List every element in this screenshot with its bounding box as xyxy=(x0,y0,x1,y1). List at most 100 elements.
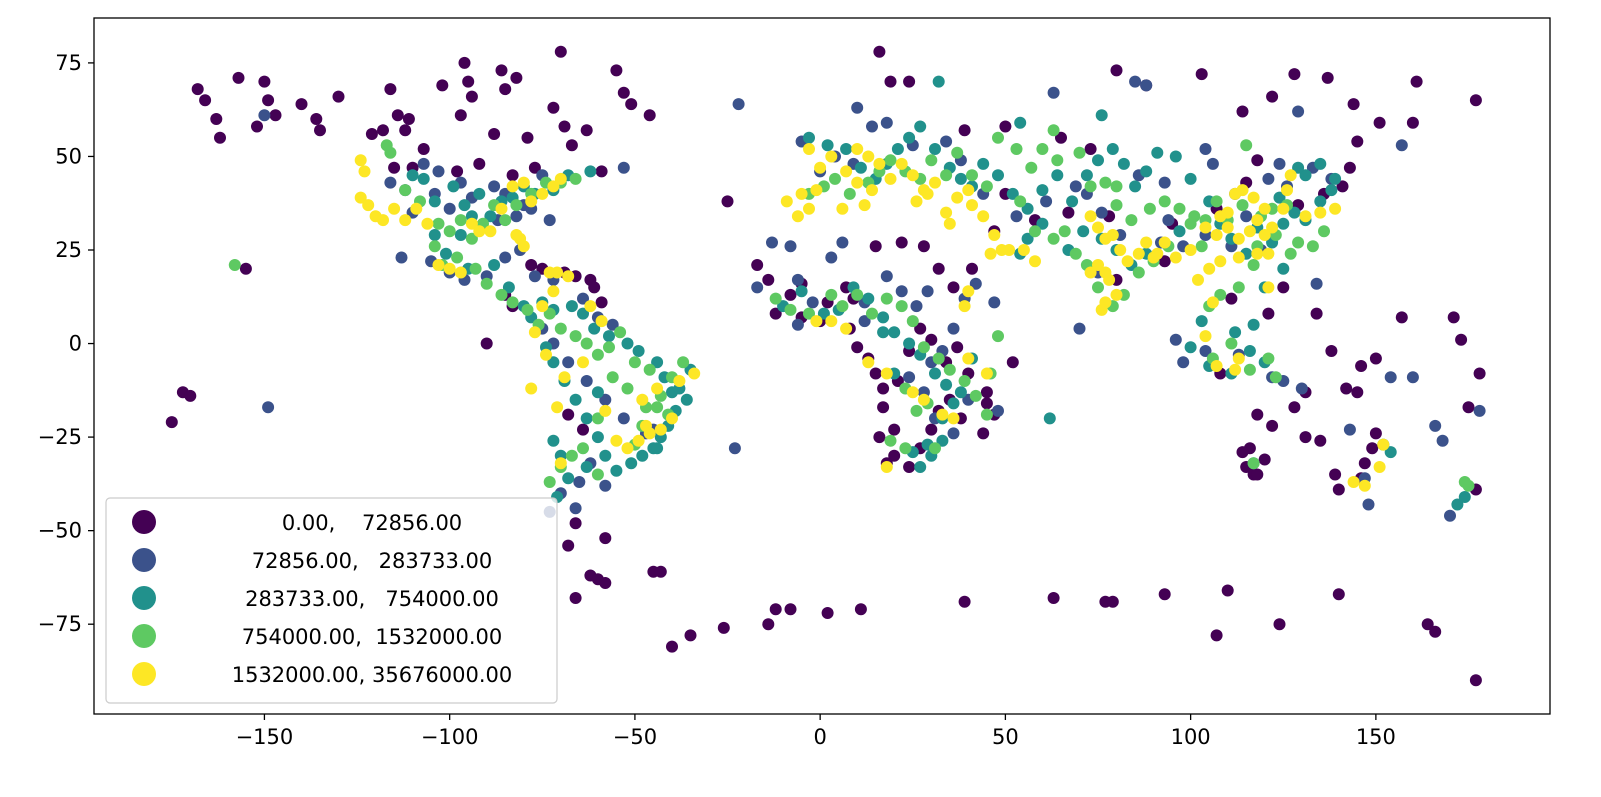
data-point-class-2 xyxy=(817,307,830,320)
data-point-class-2 xyxy=(1325,184,1338,197)
data-point-class-0 xyxy=(417,143,430,155)
data-point-class-0 xyxy=(1225,292,1238,305)
data-point-class-0 xyxy=(684,629,697,642)
data-point-class-3 xyxy=(432,217,445,230)
data-point-class-4 xyxy=(1232,251,1245,264)
data-point-class-3 xyxy=(1132,266,1145,279)
data-point-class-0 xyxy=(391,109,404,122)
data-point-class-0 xyxy=(332,90,345,103)
data-point-class-3 xyxy=(958,375,971,387)
data-point-class-2 xyxy=(1129,180,1142,193)
data-point-class-1 xyxy=(1343,423,1356,436)
data-point-class-1 xyxy=(851,101,864,114)
data-point-class-2 xyxy=(1243,345,1256,357)
y-tick-label: 25 xyxy=(55,238,82,262)
data-point-class-3 xyxy=(428,240,441,253)
data-point-class-2 xyxy=(473,187,486,200)
data-point-class-2 xyxy=(888,326,901,339)
data-point-class-4 xyxy=(840,322,853,335)
data-point-class-3 xyxy=(569,172,582,185)
data-point-class-3 xyxy=(1025,161,1038,174)
data-point-class-2 xyxy=(1021,232,1034,245)
data-point-class-0 xyxy=(1047,592,1060,604)
legend-label: 754000.00, 1532000.00 xyxy=(242,625,503,649)
data-point-class-3 xyxy=(803,307,815,320)
data-point-class-2 xyxy=(603,330,615,343)
data-point-class-2 xyxy=(1451,498,1464,511)
data-point-class-3 xyxy=(399,184,412,197)
axis-ticks-layer: −150 −100 −50 0 50 100 150 −75 −50 −25 0 25 50 75 xyxy=(38,51,1396,749)
data-point-class-0 xyxy=(1469,94,1482,107)
data-point-class-4 xyxy=(906,169,919,182)
data-point-class-1 xyxy=(940,135,953,148)
data-point-class-3 xyxy=(384,146,397,159)
data-point-class-4 xyxy=(1114,244,1127,256)
data-point-class-0 xyxy=(1347,98,1360,111)
data-point-class-3 xyxy=(499,214,512,227)
data-point-class-0 xyxy=(565,139,578,152)
data-point-class-0 xyxy=(1266,90,1279,103)
data-point-class-4 xyxy=(1184,244,1197,256)
data-point-class-4 xyxy=(951,191,964,204)
data-point-class-0 xyxy=(654,565,667,578)
data-point-class-4 xyxy=(1329,202,1342,215)
data-point-class-4 xyxy=(1199,330,1212,343)
data-point-class-0 xyxy=(458,56,471,69)
data-point-class-0 xyxy=(1469,674,1482,687)
data-point-class-1 xyxy=(1240,210,1253,223)
data-point-class-0 xyxy=(762,618,775,631)
data-point-class-3 xyxy=(1051,154,1064,167)
data-point-class-4 xyxy=(1084,266,1097,279)
data-point-class-0 xyxy=(914,322,927,335)
data-point-class-0 xyxy=(402,113,415,125)
data-point-class-0 xyxy=(310,113,323,125)
data-point-class-0 xyxy=(499,83,512,96)
data-point-class-4 xyxy=(880,461,893,473)
data-point-class-3 xyxy=(1232,281,1245,294)
data-point-class-3 xyxy=(580,337,593,350)
data-point-class-1 xyxy=(903,371,916,384)
data-point-class-3 xyxy=(910,404,923,417)
data-point-class-2 xyxy=(936,434,949,447)
data-point-class-4 xyxy=(1169,251,1182,264)
data-point-class-4 xyxy=(1203,262,1216,275)
data-point-class-0 xyxy=(1455,333,1468,346)
data-point-class-1 xyxy=(488,180,501,193)
data-point-class-4 xyxy=(873,157,886,170)
data-point-class-0 xyxy=(184,389,197,402)
data-point-class-3 xyxy=(1318,225,1330,238)
data-point-class-4 xyxy=(1206,296,1219,309)
data-point-class-2 xyxy=(903,131,916,144)
x-tick-label: 0 xyxy=(813,725,826,749)
data-point-class-4 xyxy=(958,300,971,313)
data-point-class-2 xyxy=(458,199,471,212)
data-point-class-4 xyxy=(666,412,678,425)
data-point-class-0 xyxy=(877,401,890,414)
data-point-class-2 xyxy=(417,172,430,185)
data-point-class-4 xyxy=(1377,438,1390,451)
data-point-class-4 xyxy=(880,367,893,380)
data-point-class-1 xyxy=(528,270,541,283)
data-point-class-1 xyxy=(1199,345,1212,357)
data-point-class-3 xyxy=(843,187,856,200)
data-point-class-4 xyxy=(1192,273,1204,286)
data-point-class-3 xyxy=(980,180,993,193)
data-point-class-4 xyxy=(547,180,560,193)
data-point-class-0 xyxy=(1251,468,1264,481)
y-tick-label: −25 xyxy=(38,425,82,449)
data-point-class-1 xyxy=(443,202,456,215)
data-point-class-0 xyxy=(436,79,449,92)
data-point-class-0 xyxy=(314,124,326,137)
data-point-class-0 xyxy=(525,259,538,271)
data-point-class-4 xyxy=(1210,229,1223,241)
plot-frame xyxy=(93,17,1551,715)
data-point-class-2 xyxy=(591,386,604,399)
legend-label: 72856.00, 283733.00 xyxy=(252,549,492,573)
legend-box xyxy=(105,497,558,704)
data-point-class-3 xyxy=(825,288,838,301)
y-tick-label: 0 xyxy=(69,332,82,356)
data-point-class-0 xyxy=(528,161,541,174)
data-point-class-3 xyxy=(1058,225,1071,238)
data-point-class-1 xyxy=(895,285,908,298)
